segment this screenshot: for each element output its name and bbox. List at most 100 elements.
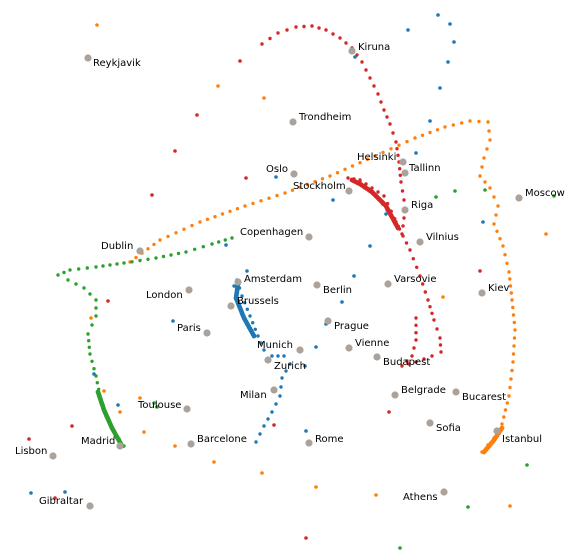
path-dot <box>101 264 105 268</box>
path-dot <box>259 341 263 345</box>
stray-dot <box>142 430 146 434</box>
city-label: Vienne <box>355 338 389 349</box>
stray-dot <box>448 22 452 26</box>
path-dot <box>88 292 92 296</box>
stray-dot <box>446 60 450 64</box>
path-dot <box>395 147 399 151</box>
stray-dot <box>171 319 175 323</box>
path-dot <box>253 327 257 331</box>
city-label: Helsinki <box>357 152 396 163</box>
path-dot <box>487 129 491 133</box>
path-dot <box>501 244 505 248</box>
city-label: Tallinn <box>408 163 441 174</box>
path-dot <box>400 364 404 368</box>
city-label: Reykjavik <box>93 58 141 69</box>
path-dot <box>360 60 364 64</box>
path-dot <box>270 410 274 414</box>
path-dot <box>398 167 402 171</box>
city-marker <box>324 317 332 325</box>
city-label: Dublin <box>101 241 133 252</box>
city-label: Bucarest <box>462 392 506 403</box>
path-dot <box>82 286 86 290</box>
stray-dot <box>155 405 159 409</box>
city-label: Moscow <box>525 188 565 199</box>
path-dot <box>488 138 492 142</box>
path-dot <box>284 369 288 373</box>
stray-dot <box>441 295 445 299</box>
city-marker <box>416 238 424 246</box>
stray-dot <box>27 437 31 441</box>
path-dot <box>193 247 197 251</box>
city-label: Brussels <box>237 296 279 307</box>
path-dot <box>66 278 70 282</box>
path-dot <box>364 68 368 72</box>
path-dot <box>418 274 422 278</box>
path-dot <box>477 119 481 124</box>
city-marker <box>373 353 381 361</box>
path-dot <box>305 182 310 187</box>
city-label: Vilnius <box>426 232 459 243</box>
stray-dot <box>106 299 110 303</box>
stray-dot <box>384 212 388 216</box>
path-dot <box>438 336 442 340</box>
path-dot <box>495 229 499 233</box>
city-marker <box>305 233 313 241</box>
path-dot <box>492 195 496 199</box>
stray-dot <box>95 23 99 27</box>
path-dot <box>508 385 512 390</box>
path-dot <box>382 194 386 198</box>
stray-dot <box>70 424 74 428</box>
city-label: Riga <box>411 200 433 211</box>
path-dot <box>344 41 348 45</box>
path-dot <box>426 298 430 302</box>
city-marker <box>270 386 278 394</box>
city-marker <box>86 502 94 510</box>
path-dot <box>505 401 509 405</box>
city-marker <box>440 488 448 496</box>
city-marker <box>49 452 57 460</box>
path-dot <box>492 222 496 226</box>
path-dot <box>485 147 489 151</box>
path-dot <box>507 394 511 398</box>
city-marker <box>183 405 191 413</box>
city-label: London <box>146 290 183 301</box>
path-dot <box>274 402 278 406</box>
stray-dot <box>398 546 402 550</box>
stray-dot <box>152 401 156 405</box>
path-dot <box>420 133 425 137</box>
stray-dot-layer <box>27 13 556 550</box>
city-marker <box>290 170 298 178</box>
path-dot <box>313 180 317 184</box>
stray-dot <box>414 151 418 155</box>
path-dot <box>512 344 516 348</box>
path-dot <box>508 277 512 281</box>
path-dot <box>398 173 402 177</box>
path-dot <box>372 84 376 88</box>
stray-dot <box>304 429 308 433</box>
path-dot <box>439 350 443 354</box>
stray-dot <box>224 243 228 247</box>
path-dot <box>435 327 439 331</box>
path-dot <box>154 256 158 260</box>
path-dot <box>230 236 234 240</box>
stray-dot <box>340 300 344 304</box>
path-dot <box>290 188 295 192</box>
stray-dot <box>304 536 308 540</box>
path-dot <box>90 359 94 363</box>
path-dot <box>415 265 419 269</box>
path-dot <box>268 36 272 41</box>
city-marker <box>426 419 434 427</box>
city-marker <box>187 440 195 448</box>
path-dot <box>108 263 112 267</box>
city-marker <box>136 247 144 255</box>
path-dot <box>161 254 166 259</box>
stray-dot <box>89 316 93 320</box>
path-dot <box>505 261 509 265</box>
stray-dot <box>453 189 457 193</box>
path-dot <box>228 209 232 213</box>
path-dot <box>414 316 418 320</box>
path-dot <box>413 136 417 140</box>
path-dot <box>395 225 401 231</box>
path-dot <box>94 306 98 310</box>
city-label: Kiruna <box>358 42 390 53</box>
